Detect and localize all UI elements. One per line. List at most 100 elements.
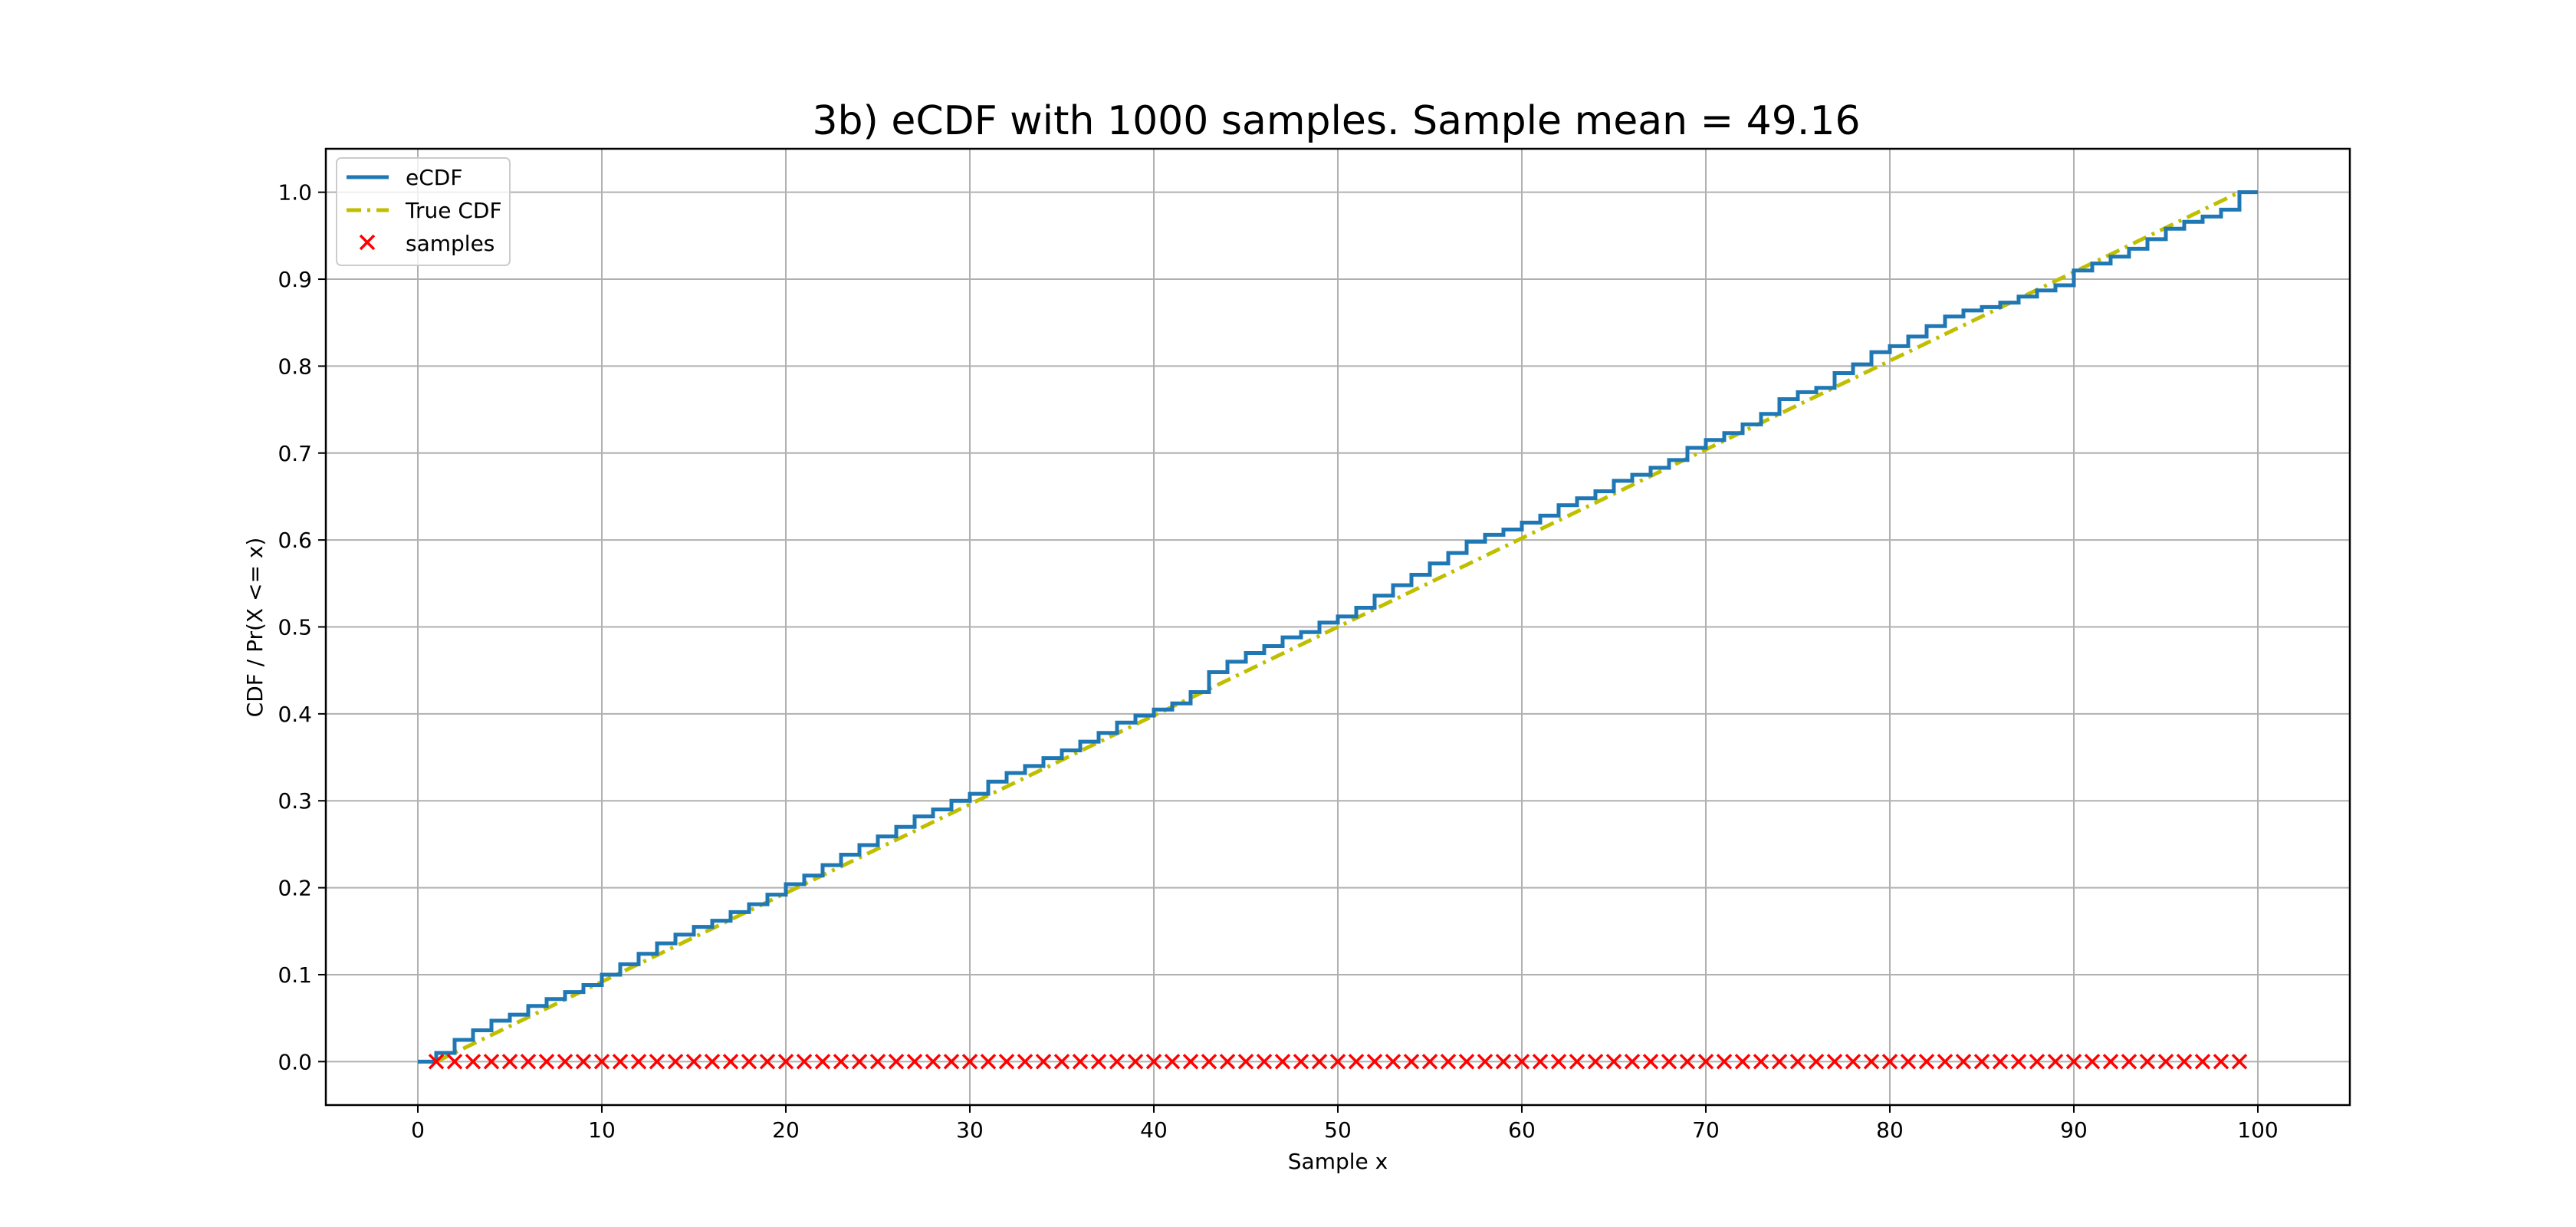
x-tick-label: 40 (1140, 1117, 1168, 1143)
x-tick-label: 10 (588, 1117, 616, 1143)
sample-marker (557, 1054, 573, 1070)
sample-marker (1569, 1054, 1585, 1070)
sample-marker (1808, 1054, 1825, 1070)
sample-marker (1624, 1054, 1641, 1070)
x-tick-label: 70 (1692, 1117, 1720, 1143)
sample-marker (538, 1054, 555, 1070)
y-tick-label: 0.7 (278, 441, 312, 466)
sample-marker (1145, 1054, 1162, 1070)
sample-marker (1697, 1054, 1714, 1070)
sample-marker (2029, 1054, 2045, 1070)
sample-marker (1293, 1054, 1309, 1070)
y-tick-label: 0.5 (278, 615, 312, 640)
sample-marker (1955, 1054, 1972, 1070)
sample-marker (2084, 1054, 2101, 1070)
sample-marker (2065, 1054, 2082, 1070)
sample-marker (722, 1054, 739, 1070)
sample-marker (667, 1054, 684, 1070)
sample-marker (2231, 1054, 2248, 1070)
sample-marker (1237, 1054, 1254, 1070)
y-tick-label: 0.4 (278, 702, 312, 727)
y-tick-label: 0.3 (278, 788, 312, 814)
true-cdf-line (435, 190, 2241, 1064)
y-tick-label: 0.6 (278, 528, 312, 553)
sample-marker (980, 1054, 997, 1070)
legend-box (336, 157, 511, 266)
sample-marker (1164, 1054, 1181, 1070)
sample-marker (520, 1054, 537, 1070)
sample-marker (851, 1054, 868, 1070)
sample-marker (796, 1054, 813, 1070)
y-tick-label: 0.0 (278, 1049, 312, 1074)
sample-marker (1881, 1054, 1898, 1070)
y-tick-label: 0.9 (278, 267, 312, 292)
sample-marker (1053, 1054, 1070, 1070)
sample-marker (759, 1054, 776, 1070)
sample-marker (1311, 1054, 1328, 1070)
sample-marker (2102, 1054, 2119, 1070)
sample-marker (961, 1054, 978, 1070)
sample-marker (2139, 1054, 2156, 1070)
y-tick-label: 0.2 (278, 876, 312, 901)
sample-marker (630, 1054, 647, 1070)
sample-marker (1440, 1054, 1457, 1070)
y-tick-label: 0.1 (278, 962, 312, 988)
legend-true-cdf-label: True CDF (405, 198, 502, 223)
sample-marker (814, 1054, 831, 1070)
sample-marker (1587, 1054, 1604, 1070)
sample-marker (1182, 1054, 1199, 1070)
grid-lines (326, 149, 2350, 1105)
sample-marker (1863, 1054, 1880, 1070)
sample-marker (501, 1054, 518, 1070)
sample-marker (1826, 1054, 1843, 1070)
sample-marker (1771, 1054, 1788, 1070)
sample-marker (1661, 1054, 1677, 1070)
sample-marker (2157, 1054, 2174, 1070)
sample-marker (1421, 1054, 1438, 1070)
sample-marker (1403, 1054, 1420, 1070)
sample-marker (1734, 1054, 1751, 1070)
sample-marker (1532, 1054, 1549, 1070)
sample-marker (998, 1054, 1015, 1070)
sample-marker (2010, 1054, 2027, 1070)
sample-marker (1385, 1054, 1401, 1070)
sample-marker (593, 1054, 610, 1070)
sample-marker (777, 1054, 794, 1070)
legend: eCDF True CDF samples (336, 157, 511, 266)
sample-marker (943, 1054, 960, 1070)
legend-ecdf-label: eCDF (406, 165, 462, 190)
sample-marker (1274, 1054, 1291, 1070)
sample-marker (1753, 1054, 1769, 1070)
sample-marker (1495, 1054, 1512, 1070)
sample-marker (833, 1054, 849, 1070)
sample-marker (1256, 1054, 1273, 1070)
sample-marker (1900, 1054, 1917, 1070)
sample-marker (1642, 1054, 1659, 1070)
x-tick-label: 50 (1324, 1117, 1352, 1143)
x-tick-label: 60 (1508, 1117, 1536, 1143)
legend-samples-marker (359, 234, 376, 251)
sample-marker (869, 1054, 886, 1070)
sample-marker (1789, 1054, 1806, 1070)
sample-marker (906, 1054, 923, 1070)
sample-marker (2047, 1054, 2064, 1070)
sample-marker (2213, 1054, 2229, 1070)
sample-marker (1329, 1054, 1346, 1070)
sample-marker (446, 1054, 463, 1070)
sample-marker (1366, 1054, 1383, 1070)
chart-title: 3b) eCDF with 1000 samples. Sample mean … (812, 98, 1860, 144)
sample-marker (1992, 1054, 2009, 1070)
sample-marker (685, 1054, 702, 1070)
x-tick-label: 90 (2060, 1117, 2088, 1143)
sample-marker (2194, 1054, 2211, 1070)
sample-marker (465, 1054, 481, 1070)
sample-marker (1716, 1054, 1733, 1070)
sample-marker (1348, 1054, 1365, 1070)
sample-marker (1035, 1054, 1052, 1070)
y-tick-label: 0.8 (278, 354, 312, 379)
sample-marker (1477, 1054, 1493, 1070)
sample-marker (1090, 1054, 1107, 1070)
legend-samples-label: samples (406, 231, 495, 256)
sample-marker (1127, 1054, 1144, 1070)
sample-marker (2121, 1054, 2137, 1070)
